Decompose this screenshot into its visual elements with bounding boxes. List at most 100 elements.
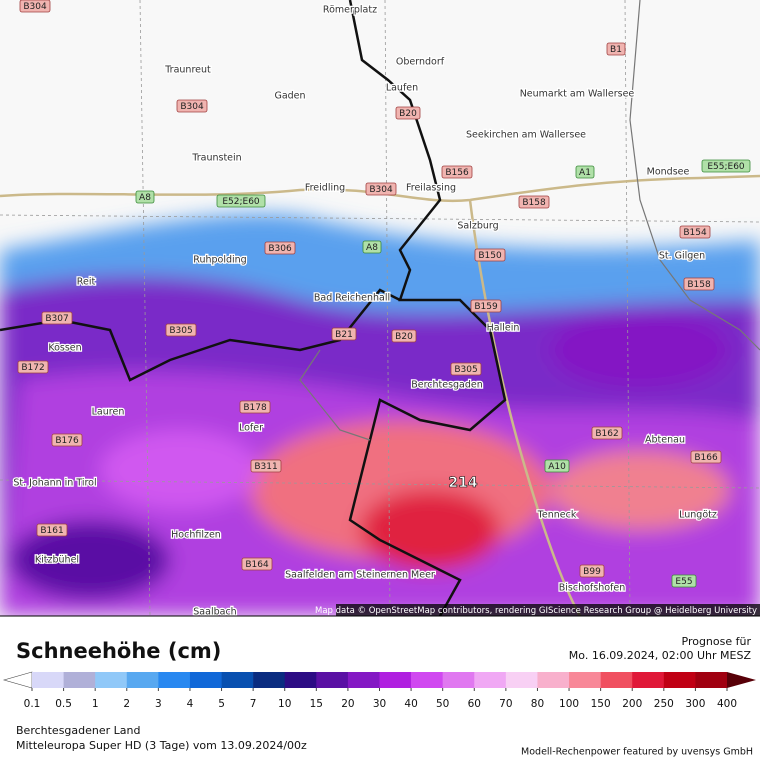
- colorbar-segment: [442, 672, 475, 688]
- colorbar-segment: [221, 672, 254, 688]
- colorbar-segment: [284, 672, 317, 688]
- colorbar-segment: [379, 672, 412, 688]
- place-label: Freilassing: [406, 183, 456, 194]
- colorbar-segment: [158, 672, 191, 688]
- road-label: B156: [445, 168, 469, 178]
- legend-title: Schneehöhe (cm): [16, 639, 221, 663]
- road-shield: [470, 299, 502, 313]
- road-shield: [441, 165, 473, 179]
- place-label: Laufen: [386, 83, 418, 94]
- road-shield: [606, 42, 626, 56]
- colorbar-tick-label: 70: [499, 698, 512, 710]
- place-label: Seekirchen am Wallersee: [466, 130, 586, 141]
- border: [0, 288, 401, 382]
- place-label: Tenneck: [537, 510, 577, 521]
- road-shield: [544, 459, 570, 473]
- colorbar-tick-label: 5: [218, 698, 225, 710]
- road-shield: [591, 426, 623, 440]
- place-label: Bischofshofen: [559, 583, 626, 594]
- colorbar-tick-label: 4: [187, 698, 194, 710]
- colorbar-tick-label: 60: [468, 698, 481, 710]
- snow-field: [0, 213, 760, 616]
- colorbar-segment: [537, 672, 570, 688]
- road-shield: [17, 360, 49, 374]
- colorbar-tick-label: 200: [622, 698, 642, 710]
- road-label: B307: [45, 314, 68, 324]
- place-label: Lauren: [92, 407, 125, 418]
- colorbar-tick-label: 1: [92, 698, 99, 710]
- colorbar-under: [2, 671, 33, 689]
- road-shield: [579, 564, 605, 578]
- colorbar-tick-label: 30: [373, 698, 386, 710]
- colorbar-tick-label: 10: [278, 698, 291, 710]
- colorbar-tick-label: 0.5: [55, 698, 72, 710]
- place-label: St. Johann in Tirol: [13, 478, 96, 489]
- colorbar: 0.1 0.5 1 2 3 4 5 7 10 15 20 30 40 50 60 70 80 100 150 200 2…: [2, 671, 756, 710]
- road-label: B99: [583, 567, 601, 577]
- colorbar-segment: [600, 672, 633, 688]
- colorbar-segment: [569, 672, 601, 688]
- credit: Modell-Rechenpower featured by uvensys G…: [521, 747, 753, 758]
- colorbar-tick-label: 15: [310, 698, 323, 710]
- road-label: B306: [268, 244, 292, 254]
- road-label: B304: [23, 2, 47, 12]
- road-label: B20: [395, 332, 413, 342]
- motorway: [468, 199, 582, 616]
- attribution: Map data © OpenStreetMap contributors, r…: [315, 606, 757, 616]
- road-shield: [690, 450, 722, 464]
- road-label: B161: [40, 526, 63, 536]
- road-label: B164: [245, 560, 269, 570]
- road-shield: [701, 159, 751, 173]
- road-shield: [239, 400, 271, 414]
- road-label: B305: [169, 326, 192, 336]
- road-shield: [671, 574, 697, 588]
- place-label: Traunstein: [191, 153, 241, 164]
- road-shield: [51, 433, 83, 447]
- road-label: B305: [454, 365, 477, 375]
- colorbar-segment: [95, 672, 128, 688]
- place-label: Kitzbühel: [35, 555, 79, 566]
- colorbar-tick-label: 0.1: [24, 698, 41, 710]
- road-label: B158: [687, 280, 711, 290]
- road-label: B178: [243, 403, 267, 413]
- colorbar-segment: [347, 672, 380, 688]
- colorbar-segment: [505, 672, 538, 688]
- colorbar-tick-label: 2: [123, 698, 130, 710]
- road-shield: [135, 190, 155, 204]
- road-shield: [41, 311, 73, 325]
- place-label: Oberndorf: [396, 57, 445, 68]
- road-shield: [391, 329, 417, 343]
- place-label: Ruhpolding: [193, 255, 246, 266]
- colorbar-segment: [189, 672, 222, 688]
- road-shield: [679, 225, 711, 239]
- region: Berchtesgadener Land: [16, 724, 140, 737]
- road-shield: [474, 248, 506, 262]
- colorbar-segment: [411, 672, 443, 688]
- place-label: Gaden: [274, 91, 305, 102]
- colorbar-tick-label: 40: [404, 698, 417, 710]
- road-shield: [36, 523, 68, 537]
- road-label: A1: [579, 168, 591, 178]
- road-label: B311: [254, 462, 277, 472]
- place-label: Traunreut: [164, 65, 211, 76]
- place-label: Hallein: [487, 323, 520, 334]
- colorbar-tick-label: 300: [685, 698, 705, 710]
- place-label: Abtenau: [645, 435, 685, 446]
- colorbar-segment: [63, 672, 96, 688]
- road-label: B166: [694, 453, 718, 463]
- colorbar-tick-label: 7: [250, 698, 257, 710]
- road-label: E52;E60: [222, 197, 260, 207]
- road-shield: [19, 0, 51, 13]
- colorbar-segment: [316, 672, 349, 688]
- road-label: B154: [683, 228, 707, 238]
- border: [348, 0, 507, 616]
- road-label: B21: [335, 330, 353, 340]
- place-label: Lungötz: [679, 510, 717, 521]
- colorbar-segment: [632, 672, 665, 688]
- road-shield: [241, 557, 273, 571]
- colorbar-segment: [32, 672, 64, 688]
- colorbar-tick-label: 3: [155, 698, 162, 710]
- place-label: Bad Reichenhall: [314, 293, 390, 304]
- place-label: Römerplatz: [323, 5, 377, 16]
- road-label: E55;E60: [707, 162, 745, 172]
